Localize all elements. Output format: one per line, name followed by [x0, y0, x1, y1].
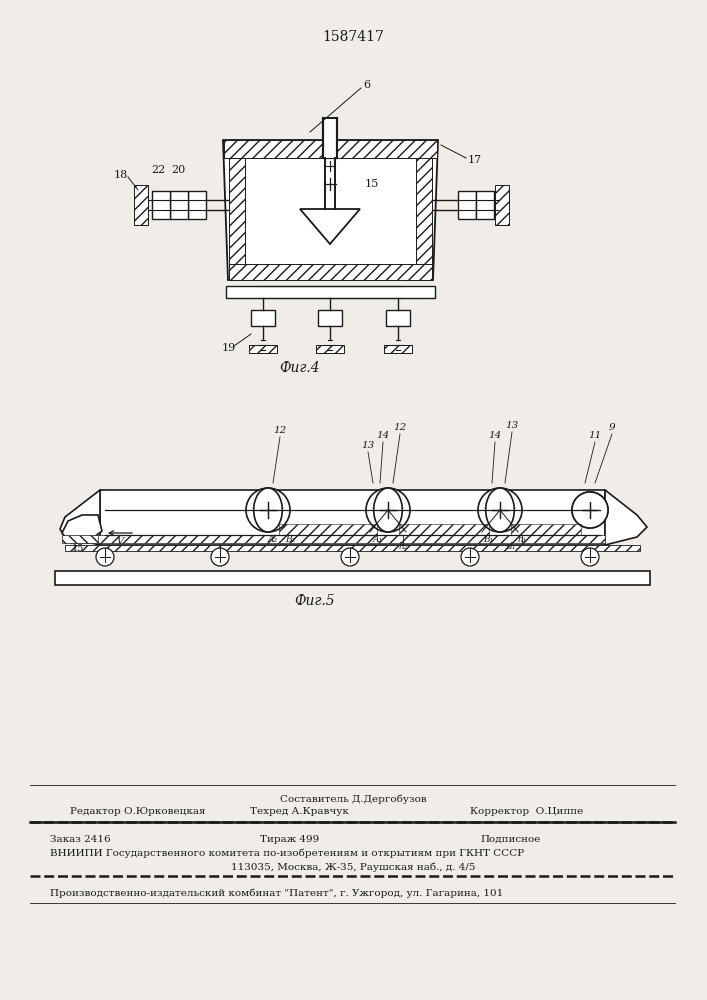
Text: 1587417: 1587417 [322, 30, 384, 44]
Bar [70, 535, 605, 543]
Bar [229, 158, 245, 264]
Bar [416, 158, 432, 264]
Bar [65, 545, 640, 551]
Bar [325, 158, 335, 209]
Bar [62, 535, 98, 543]
Bar [323, 118, 337, 158]
Ellipse shape [254, 488, 282, 532]
Text: 18: 18 [114, 170, 128, 180]
Bar [134, 185, 148, 225]
Bar [399, 524, 489, 535]
Circle shape [211, 548, 229, 566]
Bar [318, 310, 342, 326]
Polygon shape [60, 490, 100, 545]
Circle shape [366, 488, 410, 532]
Circle shape [478, 488, 522, 532]
Text: 15: 15 [365, 179, 379, 189]
Text: 14: 14 [489, 431, 502, 440]
Ellipse shape [486, 488, 514, 532]
Ellipse shape [374, 488, 402, 532]
Circle shape [572, 492, 608, 528]
Polygon shape [223, 140, 438, 280]
Text: Подписное: Подписное [480, 835, 540, 844]
Text: A₁: A₁ [373, 535, 383, 544]
Bar [386, 310, 410, 326]
Text: 13: 13 [361, 441, 375, 450]
Bar [100, 490, 605, 545]
Bar [384, 345, 412, 353]
Bar [229, 264, 432, 280]
Bar [458, 191, 476, 219]
Text: A₂: A₂ [268, 535, 278, 544]
Text: 17: 17 [468, 155, 482, 165]
Text: Тираж 499: Тираж 499 [260, 835, 320, 844]
Bar [249, 345, 277, 353]
Bar [226, 286, 435, 298]
Text: Фиг.5: Фиг.5 [295, 594, 335, 608]
Text: 11: 11 [588, 431, 602, 440]
Circle shape [246, 488, 290, 532]
Text: 9: 9 [609, 423, 615, 432]
Circle shape [341, 548, 359, 566]
Bar [279, 524, 377, 535]
Text: 12: 12 [274, 426, 286, 435]
Text: h₁: h₁ [518, 535, 527, 544]
Text: 20: 20 [171, 165, 185, 175]
Text: 6: 6 [363, 80, 370, 90]
Text: Фиг.4: Фиг.4 [280, 361, 320, 375]
Bar [152, 191, 170, 219]
Text: Корректор  О.Циппе: Корректор О.Циппе [470, 807, 583, 816]
Text: 22: 22 [151, 165, 165, 175]
Text: 13: 13 [506, 421, 519, 430]
Polygon shape [605, 490, 647, 545]
Bar [511, 524, 581, 535]
Text: B₁: B₁ [483, 535, 493, 544]
Text: Производственно-издательский комбинат "Патент", г. Ужгород, ул. Гагарина, 101: Производственно-издательский комбинат "П… [50, 889, 503, 898]
Text: 113035, Москва, Ж-35, Раушская наб., д. 4/5: 113035, Москва, Ж-35, Раушская наб., д. … [230, 862, 475, 871]
Text: ВНИИПИ Государственного комитета по-изобретениям и открытиям при ГКНТ СССР: ВНИИПИ Государственного комитета по-изоб… [50, 849, 524, 858]
Polygon shape [300, 209, 360, 244]
Bar [495, 185, 509, 225]
Text: d₁: d₁ [508, 542, 517, 551]
Bar [224, 140, 437, 158]
Text: V: V [117, 536, 124, 546]
Bar [188, 191, 206, 219]
Circle shape [96, 548, 114, 566]
Text: Составитель Д.Дергобузов: Составитель Д.Дергобузов [280, 794, 426, 804]
Text: Редактор О.Юрковецкая: Редактор О.Юрковецкая [70, 807, 206, 816]
Bar [55, 571, 650, 585]
Bar [170, 191, 188, 219]
Bar [316, 345, 344, 353]
Circle shape [461, 548, 479, 566]
Text: h₂: h₂ [398, 542, 408, 551]
Polygon shape [62, 515, 102, 540]
Text: 14: 14 [376, 431, 390, 440]
Text: Техред А.Кравчук: Техред А.Кравчук [250, 807, 349, 816]
Bar [476, 191, 494, 219]
Text: B₂: B₂ [285, 535, 295, 544]
Circle shape [572, 492, 608, 528]
Bar [251, 310, 275, 326]
Circle shape [581, 548, 599, 566]
Text: Заказ 2416: Заказ 2416 [50, 835, 110, 844]
Text: 12: 12 [393, 423, 407, 432]
Text: 15: 15 [72, 544, 84, 553]
Text: 19: 19 [222, 343, 236, 353]
